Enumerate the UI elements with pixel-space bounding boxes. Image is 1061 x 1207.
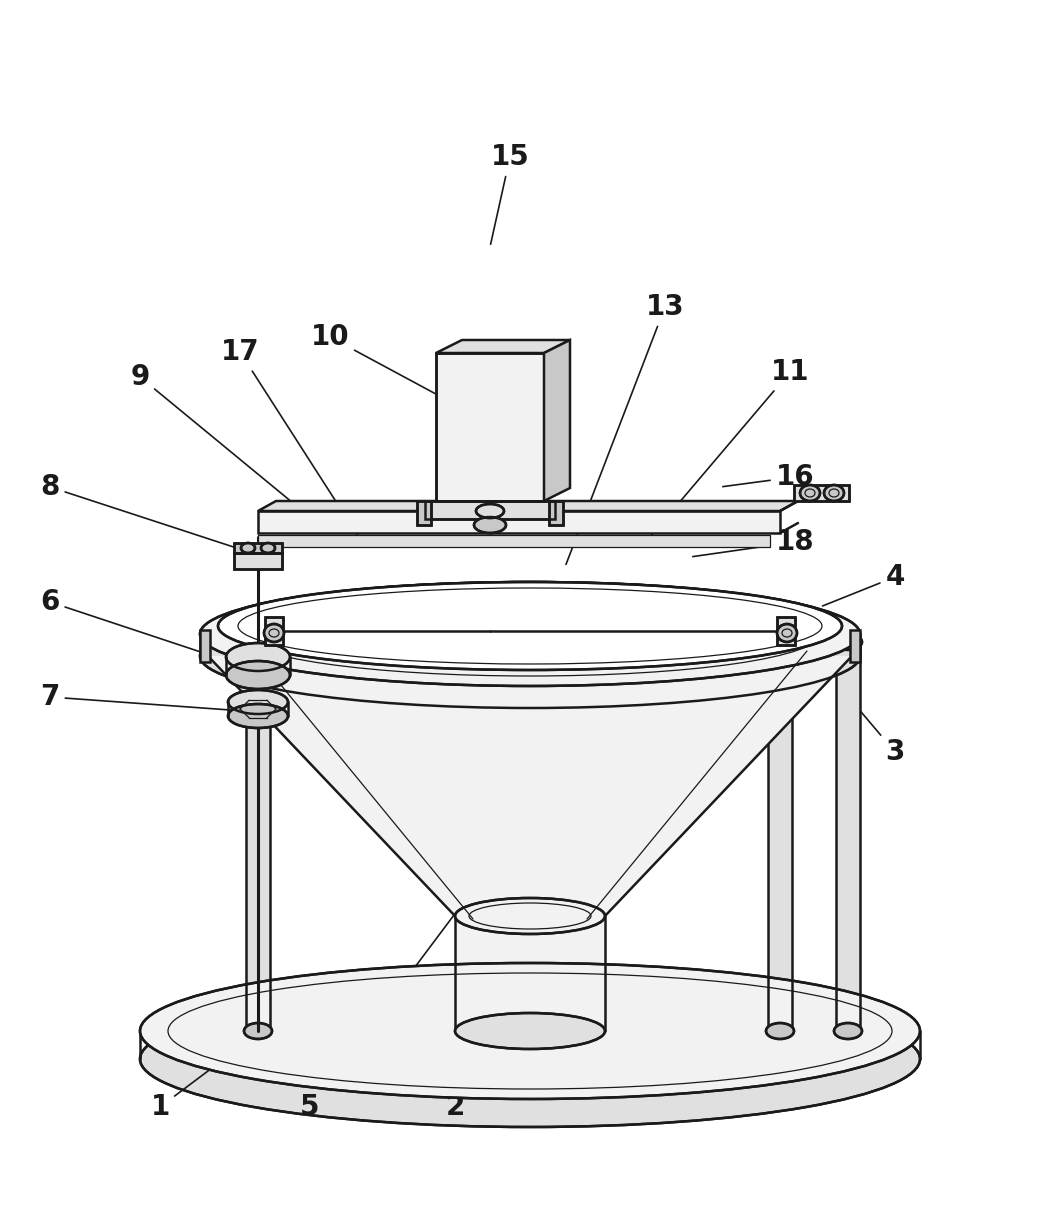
Polygon shape (455, 916, 605, 1031)
Text: 5: 5 (300, 869, 488, 1121)
Bar (234, 543, 282, 553)
Bar (417, 501, 431, 525)
Polygon shape (544, 340, 570, 501)
Ellipse shape (455, 898, 605, 934)
Polygon shape (768, 642, 792, 1031)
Polygon shape (850, 630, 860, 661)
Ellipse shape (766, 1024, 794, 1039)
Ellipse shape (777, 624, 797, 642)
Text: 17: 17 (221, 338, 359, 537)
Polygon shape (201, 630, 210, 661)
Text: 18: 18 (693, 527, 814, 556)
Ellipse shape (264, 624, 284, 642)
Ellipse shape (228, 690, 288, 715)
Ellipse shape (140, 991, 920, 1127)
Polygon shape (436, 340, 570, 352)
Text: 1: 1 (151, 1004, 298, 1121)
Ellipse shape (474, 517, 506, 533)
Ellipse shape (455, 1013, 605, 1049)
Text: 3: 3 (841, 689, 905, 766)
Bar (417, 501, 431, 525)
Ellipse shape (800, 485, 820, 501)
Text: 7: 7 (40, 683, 256, 712)
Ellipse shape (228, 704, 288, 728)
Text: 10: 10 (311, 323, 457, 406)
Text: 16: 16 (723, 463, 814, 491)
Bar (549, 501, 563, 525)
Text: 8: 8 (40, 473, 256, 554)
Polygon shape (208, 655, 852, 916)
Bar (777, 617, 795, 645)
Bar (425, 501, 555, 519)
Polygon shape (836, 642, 860, 1031)
Ellipse shape (226, 661, 290, 689)
Bar (777, 617, 795, 645)
Ellipse shape (766, 634, 794, 651)
Text: 6: 6 (40, 588, 256, 670)
Ellipse shape (261, 543, 275, 553)
Text: 15: 15 (490, 142, 529, 244)
Bar (234, 543, 282, 553)
Text: 9: 9 (131, 363, 308, 515)
Ellipse shape (226, 643, 290, 671)
Ellipse shape (476, 505, 504, 518)
Bar (436, 352, 544, 501)
Bar (794, 485, 849, 501)
Bar (265, 617, 283, 645)
Text: 13: 13 (566, 293, 684, 565)
Bar (234, 553, 282, 568)
Polygon shape (246, 642, 269, 1031)
Ellipse shape (824, 485, 843, 501)
Bar (265, 617, 283, 645)
Ellipse shape (218, 582, 842, 670)
Ellipse shape (244, 1024, 272, 1039)
Text: 2: 2 (446, 990, 528, 1121)
Polygon shape (258, 501, 798, 511)
Ellipse shape (834, 634, 862, 651)
Ellipse shape (241, 543, 255, 553)
Text: 4: 4 (822, 562, 905, 606)
Text: 11: 11 (651, 358, 810, 535)
Ellipse shape (140, 963, 920, 1100)
Ellipse shape (201, 604, 860, 709)
Polygon shape (258, 511, 780, 533)
Ellipse shape (834, 1024, 862, 1039)
Ellipse shape (244, 634, 272, 651)
Bar (234, 553, 282, 568)
Bar (549, 501, 563, 525)
Polygon shape (258, 535, 770, 547)
Bar (436, 352, 544, 501)
Bar (425, 501, 555, 519)
Bar (794, 485, 849, 501)
Ellipse shape (201, 582, 860, 686)
